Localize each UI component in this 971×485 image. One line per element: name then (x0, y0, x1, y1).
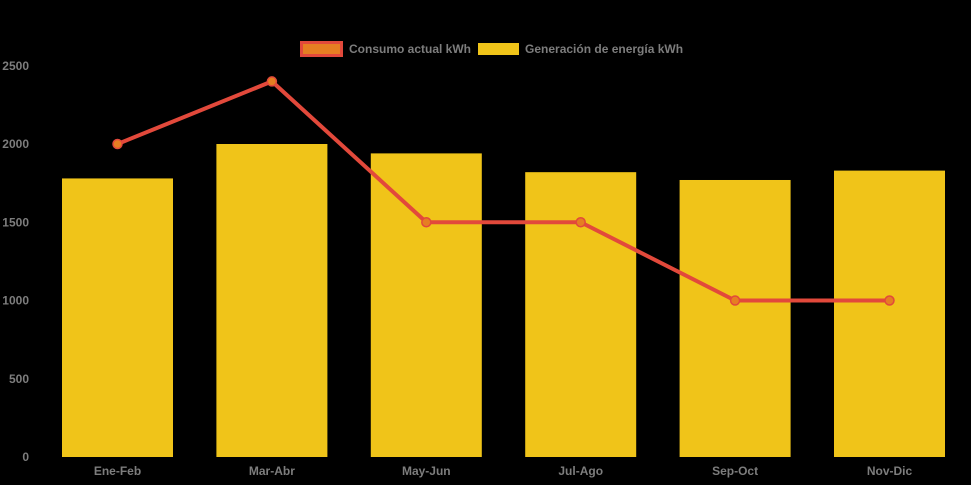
x-label-may-jun: May-Jun (402, 464, 451, 478)
point-mar-abr[interactable] (266, 76, 278, 87)
y-tick-500: 500 (9, 372, 29, 386)
bar-mar-abr[interactable] (216, 144, 328, 457)
point-nov-dic[interactable] (884, 295, 895, 306)
bar-sep-oct[interactable] (679, 179, 791, 457)
legend-label-generacion: Generación de energía kWh (525, 42, 684, 56)
point-may-jun[interactable] (421, 217, 432, 228)
chart-legend: Consumo actual kWh Generación de energía… (300, 41, 683, 57)
consumo-line (115, 79, 892, 303)
bar-jul-ago[interactable] (525, 172, 637, 458)
x-label-sep-oct: Sep-Oct (712, 464, 758, 478)
consumo-line-swatch (300, 41, 343, 57)
x-label-mar-abr: Mar-Abr (249, 464, 295, 478)
x-label-jul-ago: Jul-Ago (558, 464, 603, 478)
legend-item-consumo[interactable]: Consumo actual kWh (300, 41, 471, 57)
legend-label-consumo: Consumo actual kWh (349, 42, 472, 56)
generacion-bar-swatch (478, 43, 520, 55)
legend-item-generacion[interactable]: Generación de energía kWh (478, 41, 683, 57)
point-jul-ago[interactable] (575, 217, 586, 228)
y-tick-0: 0 (22, 450, 29, 464)
y-tick-2500: 2500 (2, 59, 29, 73)
y-tick-2000: 2000 (2, 137, 29, 151)
bar-nov-dic[interactable] (834, 170, 945, 458)
y-tick-1500: 1500 (2, 215, 29, 229)
point-ene-feb[interactable] (112, 138, 123, 150)
point-sep-oct[interactable] (729, 295, 741, 306)
bar-may-jun[interactable] (370, 153, 482, 457)
x-label-nov-dic: Nov-Dic (867, 464, 913, 478)
bar-ene-feb[interactable] (62, 178, 173, 457)
x-label-ene-feb: Ene-Feb (94, 464, 141, 478)
y-tick-1000: 1000 (2, 294, 29, 308)
